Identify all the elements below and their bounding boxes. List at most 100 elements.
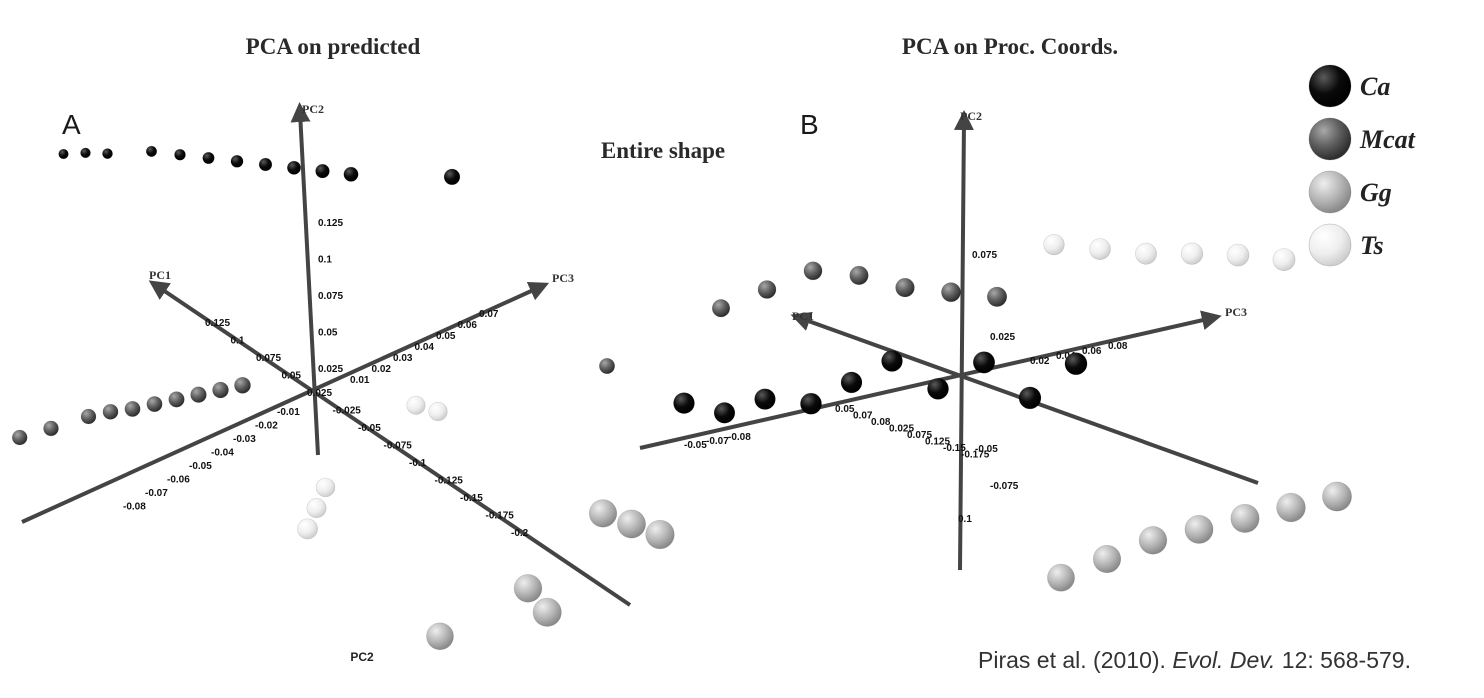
point-ca-a	[80, 147, 91, 159]
point-ca-a	[315, 163, 330, 179]
axis-pc2-a	[290, 102, 320, 456]
point-ca-b	[972, 351, 996, 374]
legend-swatch-ca	[1308, 64, 1352, 108]
tick-pc1-b: 0.125	[925, 437, 950, 448]
axis-pc3-b	[639, 310, 1222, 450]
tick-pc1-a: 0.075	[256, 353, 281, 364]
point-ts-b	[1180, 242, 1204, 265]
tick-pc3-b: -0.05	[684, 440, 707, 451]
tick-pc3-b: 0.02	[1030, 356, 1050, 367]
tick-pc3-a: -0.04	[211, 448, 234, 459]
tick-pc1-b: 0.08	[871, 417, 891, 428]
tick-pc2-a: 0.125	[318, 218, 343, 229]
tick-pc2-b: -0.05	[975, 444, 998, 455]
point-ca-b	[673, 392, 695, 414]
panel-a-points	[11, 145, 675, 651]
tick-pc1-a: -0.2	[511, 528, 529, 539]
point-gg-a	[588, 499, 618, 528]
citation-journal: Evol. Dev.	[1172, 647, 1276, 673]
tick-pc3-a: 0.03	[393, 353, 413, 364]
point-ts-b	[1272, 248, 1296, 272]
point-ts-b	[1226, 243, 1250, 267]
tick-pc1-a: 0.025	[307, 388, 332, 399]
point-ca-b	[1018, 386, 1042, 410]
tick-pc2-a: 0.05	[318, 328, 338, 339]
point-gg-b	[1322, 481, 1352, 512]
point-ca-b	[713, 402, 736, 424]
point-mcat-b	[986, 286, 1008, 307]
point-mcat-a	[212, 381, 229, 399]
legend-label-ca: Ca	[1360, 72, 1390, 101]
tick-pc3-a: -0.07	[145, 488, 168, 499]
tick-pc1-b: 0.07	[853, 411, 873, 422]
legend-label-ts: Ts	[1360, 231, 1384, 260]
entire-shape-label: Entire shape	[601, 138, 725, 163]
panel-b-points	[598, 234, 1352, 592]
point-mcat-a	[190, 386, 207, 403]
tick-pc3-b: 0.04	[1056, 351, 1076, 362]
panel-b-letter: B	[800, 109, 819, 140]
tick-pc1-a: 0.05	[282, 371, 302, 382]
point-ca-a	[202, 151, 215, 165]
point-ts-a	[315, 477, 336, 498]
point-mcat-a	[11, 429, 28, 446]
point-mcat-b	[849, 265, 869, 286]
panel-a-axes: PC1 PC2 PC3	[21, 102, 632, 607]
panel-b-tick-labels: 0.0750.025-0.05-0.0750.10.050.070.080.02…	[684, 250, 1128, 525]
tick-pc1-a: -0.1	[409, 458, 427, 469]
point-gg-b	[1230, 503, 1260, 533]
axis-label-pc1-a: PC1	[149, 268, 171, 282]
tick-pc2-a: 0.075	[318, 291, 343, 302]
axis-pc3-a	[21, 282, 550, 524]
point-ca-a	[443, 168, 461, 186]
panel-a-letter: A	[62, 109, 81, 140]
axis-label-pc3-b: PC3	[1225, 305, 1247, 319]
tick-pc1-b: 0.05	[835, 404, 855, 415]
tick-pc3-a: -0.05	[189, 461, 212, 472]
tick-pc3-b: 0.06	[1082, 346, 1102, 357]
panel-b-title: PCA on Proc. Coords.	[902, 34, 1118, 59]
point-ca-b	[1064, 352, 1088, 376]
tick-pc1-a: 0.125	[205, 318, 230, 329]
axis-pc1-a	[148, 280, 632, 607]
point-mcat-a	[124, 400, 141, 417]
point-gg-a	[513, 574, 543, 603]
tick-pc1-b: 0.075	[907, 430, 932, 441]
tick-pc3-a: 0.05	[436, 331, 456, 342]
tick-pc1-a: -0.025	[333, 406, 362, 417]
point-ca-a	[258, 157, 273, 172]
point-gg-a	[426, 622, 454, 651]
legend-label-gg: Gg	[1360, 178, 1392, 207]
point-gg-b	[1138, 526, 1168, 555]
tick-pc3-b: 0.08	[1108, 341, 1128, 352]
tick-pc3-a: -0.08	[123, 502, 146, 513]
panel-b-axes: PC1 PC2 PC3	[639, 109, 1259, 571]
axis-label-pc2-b: PC2	[960, 109, 982, 123]
point-ca-a	[174, 148, 186, 161]
tick-pc1-b: 0.025	[889, 424, 914, 435]
tick-pc2-b: 0.025	[990, 332, 1015, 343]
axis-label-pc2-a: PC2	[302, 102, 324, 116]
tick-pc3-a: -0.02	[255, 421, 278, 432]
point-ca-b	[840, 371, 863, 394]
point-ca-a	[343, 166, 359, 182]
tick-pc2-b: -0.075	[990, 481, 1019, 492]
point-ts-a	[306, 498, 327, 519]
axis-pc2-b	[953, 110, 974, 571]
point-ca-b	[881, 350, 903, 372]
point-mcat-a	[168, 391, 185, 408]
panel-a-title: PCA on predicted	[246, 34, 421, 59]
tick-pc3-a: 0.01	[350, 375, 370, 386]
axis-label-pc1-b: PC1	[792, 309, 814, 323]
tick-pc2-a: 0.1	[318, 255, 332, 266]
point-gg-a	[532, 597, 562, 627]
point-ca-a	[286, 160, 301, 175]
point-ca-a	[145, 145, 158, 157]
tick-pc2-a: 0.025	[318, 364, 343, 375]
tick-pc3-a: -0.06	[167, 475, 190, 486]
tick-pc3-a: -0.03	[233, 434, 256, 445]
tick-pc1-a: -0.175	[486, 511, 515, 522]
point-ts-a	[428, 401, 448, 422]
